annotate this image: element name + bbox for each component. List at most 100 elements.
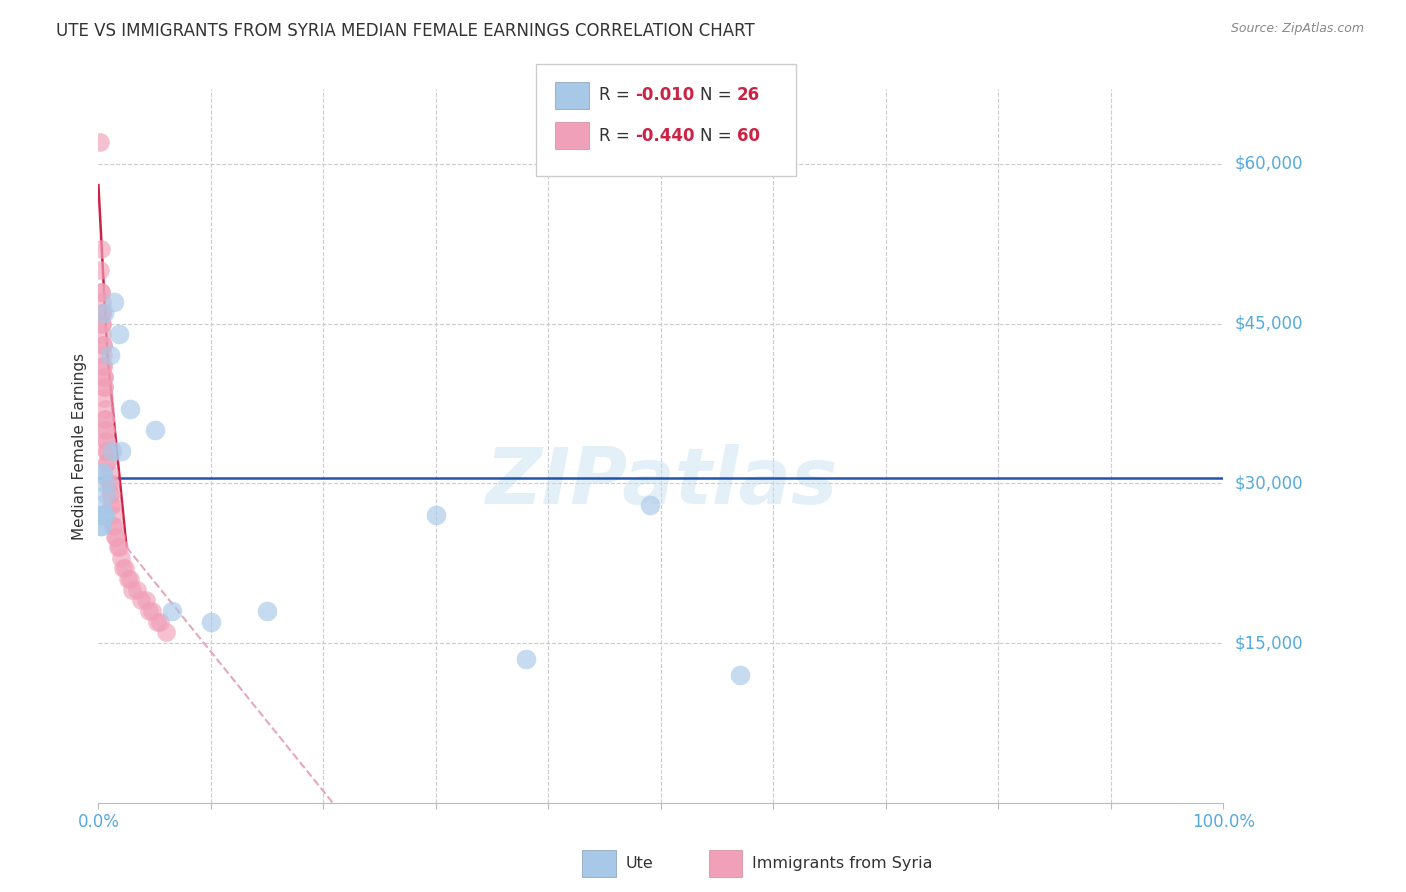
Point	[101, 519, 124, 533]
Point	[118, 401, 141, 416]
Point	[105, 529, 128, 543]
Point	[129, 593, 152, 607]
Text: Source: ZipAtlas.com: Source: ZipAtlas.com	[1230, 22, 1364, 36]
Point	[91, 359, 114, 373]
Text: $60,000: $60,000	[1234, 154, 1303, 173]
Text: N =: N =	[700, 87, 737, 104]
Point	[90, 306, 112, 320]
Point	[103, 295, 125, 310]
Point	[94, 412, 117, 426]
Text: $45,000: $45,000	[1234, 315, 1303, 333]
Point	[90, 466, 112, 480]
Point	[90, 327, 112, 342]
Point	[107, 540, 129, 554]
Text: N =: N =	[700, 127, 737, 145]
Point	[107, 327, 129, 342]
Point	[117, 572, 139, 586]
Point	[96, 434, 118, 448]
Point	[90, 519, 112, 533]
Point	[103, 519, 125, 533]
Point	[90, 519, 112, 533]
Point	[200, 615, 222, 629]
Point	[96, 434, 118, 448]
FancyBboxPatch shape	[709, 850, 742, 877]
Point	[93, 508, 115, 523]
Text: -0.440: -0.440	[636, 127, 695, 145]
Point	[96, 444, 118, 458]
Point	[141, 604, 163, 618]
Text: 60: 60	[737, 127, 759, 145]
Text: R =: R =	[599, 87, 636, 104]
Text: ZIPatlas: ZIPatlas	[485, 443, 837, 520]
Point	[98, 487, 121, 501]
Point	[107, 540, 129, 554]
Point	[110, 550, 132, 565]
Point	[104, 529, 127, 543]
Point	[90, 498, 112, 512]
Point	[728, 668, 751, 682]
Point	[94, 508, 117, 523]
Text: UTE VS IMMIGRANTS FROM SYRIA MEDIAN FEMALE EARNINGS CORRELATION CHART: UTE VS IMMIGRANTS FROM SYRIA MEDIAN FEMA…	[56, 22, 755, 40]
Text: $30,000: $30,000	[1234, 475, 1303, 492]
Point	[94, 476, 117, 491]
FancyBboxPatch shape	[582, 850, 616, 877]
Point	[96, 444, 118, 458]
Point	[93, 391, 115, 405]
Point	[143, 423, 166, 437]
Text: -0.010: -0.010	[636, 87, 695, 104]
Point	[155, 625, 177, 640]
Point	[125, 582, 148, 597]
Text: 26: 26	[737, 87, 759, 104]
Point	[96, 487, 118, 501]
Point	[160, 604, 183, 618]
Point	[110, 444, 132, 458]
FancyBboxPatch shape	[536, 64, 796, 176]
Point	[135, 593, 157, 607]
Point	[90, 242, 112, 256]
Point	[149, 615, 172, 629]
Text: R =: R =	[599, 127, 636, 145]
Point	[91, 349, 114, 363]
Text: Immigrants from Syria: Immigrants from Syria	[752, 856, 932, 871]
Point	[515, 652, 537, 666]
Point	[97, 476, 120, 491]
Point	[121, 582, 143, 597]
Point	[91, 466, 114, 480]
Point	[100, 487, 122, 501]
Point	[96, 423, 118, 437]
Text: $15,000: $15,000	[1234, 634, 1303, 652]
FancyBboxPatch shape	[555, 122, 589, 149]
Point	[112, 561, 135, 575]
Point	[638, 498, 661, 512]
Point	[146, 615, 169, 629]
Point	[98, 476, 121, 491]
Point	[114, 561, 136, 575]
Point	[425, 508, 447, 523]
Point	[94, 423, 117, 437]
Point	[256, 604, 278, 618]
FancyBboxPatch shape	[555, 82, 589, 109]
Point	[89, 136, 111, 150]
Point	[90, 285, 112, 299]
Point	[90, 508, 112, 523]
Point	[138, 604, 160, 618]
Point	[93, 369, 115, 384]
Point	[89, 263, 111, 277]
Point	[90, 295, 112, 310]
Point	[96, 455, 118, 469]
Y-axis label: Median Female Earnings: Median Female Earnings	[72, 352, 87, 540]
Point	[90, 306, 112, 320]
Point	[91, 338, 114, 352]
Point	[90, 508, 112, 523]
Point	[94, 412, 117, 426]
Point	[90, 317, 112, 331]
Point	[90, 285, 112, 299]
Point	[98, 349, 121, 363]
Point	[97, 466, 120, 480]
Point	[91, 338, 114, 352]
Point	[94, 401, 117, 416]
Point	[101, 498, 124, 512]
Point	[93, 380, 115, 394]
Point	[93, 306, 115, 320]
Point	[118, 572, 141, 586]
